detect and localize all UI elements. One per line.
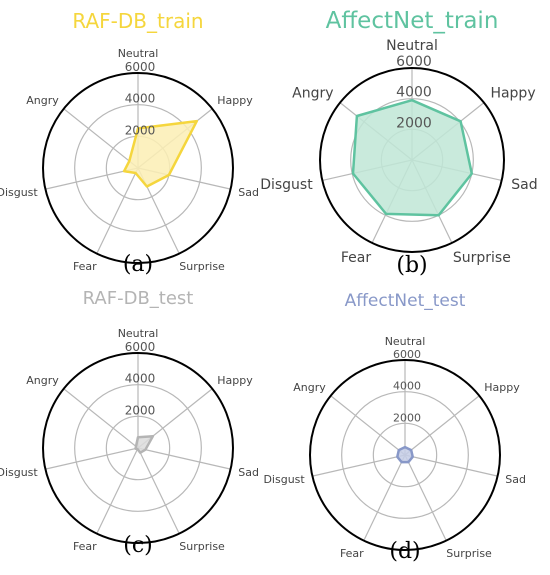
category-label: Sad [238, 186, 259, 199]
radar-spoke [404, 454, 447, 541]
chart-title: RAF-DB_train [72, 9, 203, 33]
category-label: Surprise [453, 250, 511, 266]
category-label: Sad [238, 466, 259, 479]
radial-tick-label: 6000 [393, 348, 421, 361]
chart-title: AffectNet_train [326, 8, 499, 34]
data-polygon [122, 119, 199, 188]
radar-outer-frame [309, 359, 501, 551]
radar-spoke [137, 447, 180, 534]
category-label: Fear [73, 540, 97, 553]
category-label: Sad [505, 473, 526, 486]
category-label: Neutral [385, 335, 426, 348]
radar-outer-frame [319, 67, 505, 253]
radar-spoke [404, 454, 498, 477]
radial-tick-label: 2000 [125, 403, 156, 417]
radar-gridline [350, 98, 474, 222]
panel-label: (c) [123, 533, 153, 558]
category-label: Angry [26, 94, 59, 107]
category-label: Happy [217, 94, 253, 107]
category-label: Fear [73, 260, 97, 273]
category-label: Surprise [179, 260, 225, 273]
radar-gridline [74, 384, 202, 512]
panel-label: (a) [123, 252, 153, 277]
radar-spoke [312, 454, 406, 477]
chart-title: RAF-DB_test [83, 288, 194, 309]
category-label: Surprise [446, 547, 492, 560]
radar-gridline [372, 422, 438, 488]
radial-tick-label: 4000 [393, 380, 421, 393]
radar-spoke [363, 454, 406, 541]
radar-spoke [137, 447, 231, 470]
category-label: Neutral [118, 47, 159, 60]
category-label: Angry [292, 86, 333, 102]
radial-tick-label: 2000 [393, 411, 421, 424]
radar-outer-frame [42, 352, 234, 544]
radar-outer-frame [42, 72, 234, 264]
category-label: Angry [26, 374, 59, 387]
panel-label: (d) [389, 539, 420, 564]
radial-tick-label: 6000 [396, 54, 432, 70]
category-label: Angry [293, 381, 326, 394]
radial-tick-label: 6000 [125, 60, 156, 74]
radar-spoke [45, 167, 139, 190]
category-label: Neutral [118, 327, 159, 340]
category-label: Neutral [386, 38, 438, 54]
radial-tick-label: 6000 [125, 340, 156, 354]
category-label: Happy [490, 86, 535, 102]
category-label: Disgust [263, 473, 305, 486]
radial-tick-label: 4000 [125, 372, 156, 386]
category-label: Surprise [179, 540, 225, 553]
data-polygon [134, 434, 155, 454]
radar-gridline [341, 391, 469, 519]
radial-tick-label: 2000 [396, 115, 432, 131]
category-label: Fear [340, 547, 364, 560]
radar-spoke [96, 167, 139, 254]
panel-label: (b) [396, 253, 427, 278]
radar-spoke [63, 108, 139, 169]
radar-gridline [105, 415, 171, 481]
radial-tick-label: 2000 [125, 123, 156, 137]
data-polygon [396, 445, 414, 464]
category-label: Happy [484, 381, 520, 394]
radar-spoke [63, 388, 139, 449]
category-label: Sad [511, 177, 537, 193]
category-label: Disgust [260, 177, 313, 193]
radar-spoke [330, 395, 406, 456]
category-label: Happy [217, 374, 253, 387]
radar-gridline [74, 104, 202, 232]
data-polygon [351, 98, 474, 217]
radar-spoke [45, 447, 139, 470]
radial-tick-label: 4000 [396, 85, 432, 101]
radar-spoke [96, 447, 139, 534]
chart-title: AffectNet_test [345, 291, 466, 311]
category-label: Disgust [0, 466, 38, 479]
radial-tick-label: 4000 [125, 92, 156, 106]
category-label: Disgust [0, 186, 38, 199]
category-label: Fear [341, 250, 371, 266]
radar-spoke [404, 395, 480, 456]
